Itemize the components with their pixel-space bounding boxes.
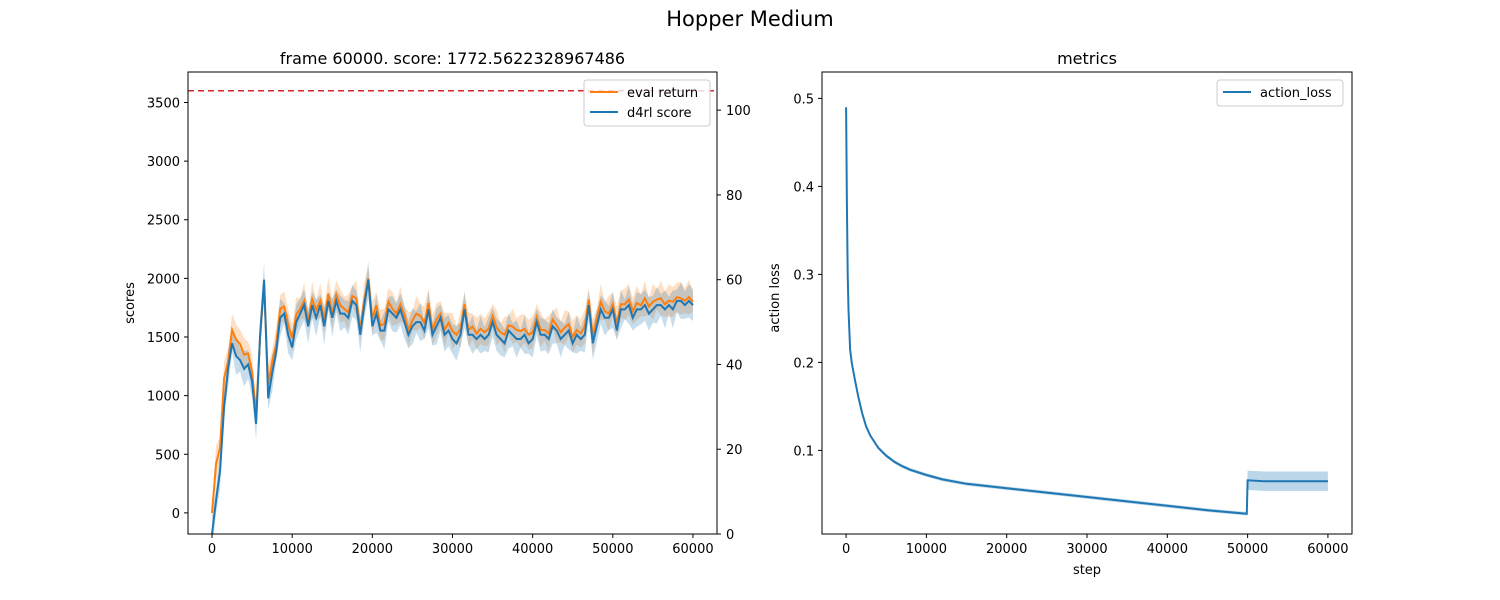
legend-label: eval return (627, 86, 698, 101)
y2-tick-label: 60 (726, 274, 743, 289)
y-tick-label: 2000 (147, 272, 180, 287)
series-line-eval-return (211, 278, 694, 513)
y-tick-label: 3000 (147, 155, 180, 170)
x-tick-label: 60000 (1307, 542, 1348, 557)
plot-area (845, 96, 1328, 516)
figure-title: Hopper Medium (666, 7, 834, 31)
y-tick-label: 0.1 (793, 444, 814, 459)
series-line-action_loss (845, 107, 1328, 515)
x-axis-label: step (1073, 563, 1101, 578)
y2-tick-label: 80 (726, 189, 743, 204)
y2-tick-label: 40 (726, 358, 743, 373)
chart-title: metrics (1057, 49, 1117, 68)
series-band-eval-return (212, 267, 693, 521)
x-tick-label: 30000 (432, 542, 473, 557)
x-tick-label: 0 (208, 542, 216, 557)
y-tick-label: 0.5 (793, 92, 814, 107)
y-tick-label: 0.4 (793, 180, 814, 195)
legend-label: d4rl score (627, 106, 692, 121)
x-tick-label: 30000 (1066, 542, 1107, 557)
x-tick-label: 10000 (906, 542, 947, 557)
y-tick-label: 0 (172, 507, 180, 522)
x-tick-label: 50000 (592, 542, 633, 557)
series-line-d4rl-score (211, 279, 694, 534)
y-axis-label: action loss (768, 263, 783, 332)
series-band-action_loss (846, 96, 1328, 516)
y-tick-label: 3500 (147, 96, 180, 111)
x-tick-label: 10000 (272, 542, 313, 557)
y-tick-label: 1000 (147, 390, 180, 405)
legend-label: action_loss (1260, 86, 1332, 101)
y-tick-label: 0.3 (793, 268, 814, 283)
x-tick-label: 60000 (672, 542, 713, 557)
y-tick-label: 1500 (147, 331, 180, 346)
x-tick-label: 40000 (1147, 542, 1188, 557)
y2-tick-label: 100 (726, 104, 751, 119)
y-tick-label: 0.2 (793, 356, 814, 371)
chart-title: frame 60000. score: 1772.5622328967486 (280, 49, 625, 68)
x-tick-label: 0 (842, 542, 850, 557)
y2-tick-label: 0 (726, 528, 734, 543)
x-tick-label: 20000 (352, 542, 393, 557)
legend-box (1216, 79, 1344, 107)
scores-panel: 0 10000 20000 30000 40000 50000 60000050010001… (123, 49, 751, 557)
y-tick-label: 500 (155, 448, 180, 463)
y2-tick-label: 20 (726, 443, 743, 458)
y-tick-label: 2500 (147, 214, 180, 229)
x-tick-label: 50000 (1227, 542, 1268, 557)
x-tick-label: 20000 (986, 542, 1027, 557)
series-band-d4rl-score (212, 261, 693, 534)
plot-area (188, 90, 717, 534)
x-tick-label: 40000 (512, 542, 553, 557)
metrics-panel: 0 10000 20000 30000 40000 50000 60000 0.1 0.2 0.3… (768, 49, 1353, 578)
y-axis-label: scores (123, 282, 138, 324)
